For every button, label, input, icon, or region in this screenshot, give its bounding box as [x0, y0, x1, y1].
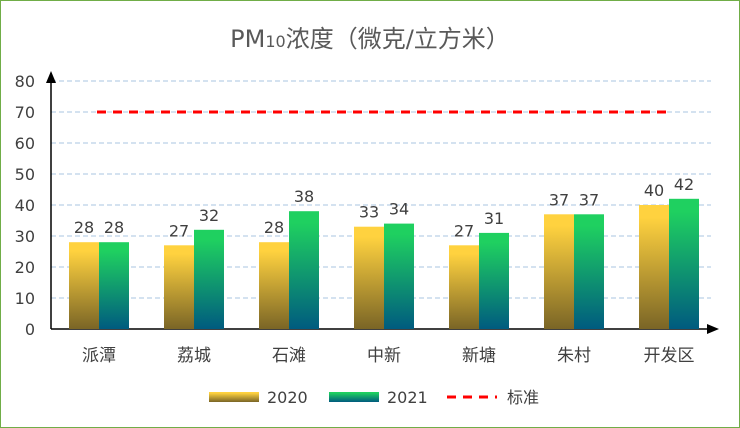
title-subscript: 10 [265, 32, 286, 51]
bar-2020 [69, 242, 99, 329]
data-label: 32 [199, 206, 219, 225]
data-label: 28 [74, 218, 94, 237]
legend-label: 2021 [387, 388, 428, 407]
data-label: 28 [264, 218, 284, 237]
data-label: 31 [484, 209, 504, 228]
bar-2021 [669, 198, 699, 329]
title-suffix: 浓度（微克/立方米） [285, 25, 510, 53]
bar-2021 [574, 214, 604, 329]
data-label: 34 [389, 200, 409, 219]
x-tick-label: 派潭 [82, 346, 116, 366]
y-tick-label: 50 [15, 165, 35, 184]
x-tick-label: 新塘 [462, 346, 496, 366]
y-tick-label: 40 [15, 196, 35, 215]
x-tick-label: 石滩 [272, 346, 306, 366]
bar-2020 [544, 214, 574, 329]
y-tick-label: 70 [15, 103, 35, 122]
y-tick-label: 0 [25, 320, 35, 339]
y-tick-label: 20 [15, 258, 35, 277]
x-tick-label: 荔城 [177, 346, 211, 366]
data-label: 37 [549, 190, 569, 209]
bar-2020 [449, 245, 479, 329]
bar-2021 [194, 229, 224, 329]
x-tick-label: 中新 [367, 346, 401, 366]
data-label: 37 [579, 190, 599, 209]
data-label: 42 [674, 175, 694, 194]
data-label: 27 [169, 221, 189, 240]
y-tick-label: 80 [15, 72, 35, 91]
data-label: 38 [294, 187, 314, 206]
bar-2021 [384, 223, 414, 329]
chart-title: PM10浓度（微克/立方米） [1, 19, 739, 54]
bar-2021 [99, 242, 129, 329]
x-tick-label: 开发区 [644, 346, 695, 366]
legend-swatch-2020 [209, 392, 259, 402]
bar-2020 [639, 205, 669, 329]
x-axis-arrow-icon [707, 324, 719, 334]
y-tick-label: 10 [15, 289, 35, 308]
data-label: 40 [644, 181, 664, 200]
data-label: 28 [104, 218, 124, 237]
y-tick-label: 30 [15, 227, 35, 246]
data-label: 33 [359, 203, 379, 222]
bar-2021 [479, 232, 509, 329]
legend-label: 标准 [507, 388, 539, 407]
title-prefix: PM [230, 25, 266, 53]
y-tick-label: 60 [15, 134, 35, 153]
legend-label: 2020 [267, 388, 308, 407]
bar-2020 [259, 242, 289, 329]
x-tick-label: 朱村 [557, 346, 591, 366]
data-label: 27 [454, 221, 474, 240]
bar-2020 [164, 245, 194, 329]
legend-swatch-2021 [329, 392, 379, 402]
y-axis-arrow-icon [46, 71, 56, 83]
bar-2020 [354, 226, 384, 329]
bar-2021 [289, 211, 319, 329]
